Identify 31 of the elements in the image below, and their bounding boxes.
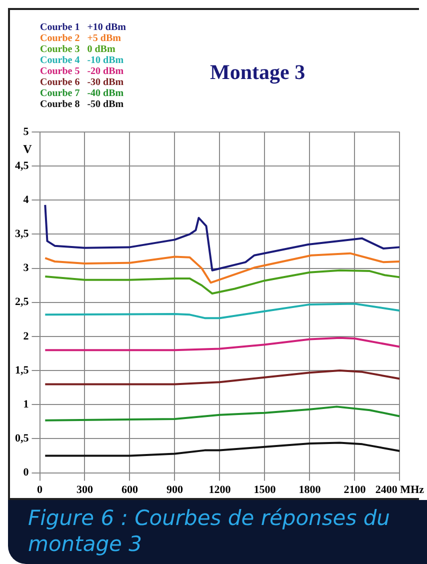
y-tick-label: 3 [23,262,30,274]
x-tick-label: 300 [76,484,94,496]
y-tick-label: 3,5 [15,228,30,240]
text: Courbe 4 -10 dBm [40,55,125,66]
y-tick-label: 2 [23,330,30,342]
text: Courbe 8 -50 dBm [40,99,125,110]
y-tick-label: 2,5 [15,296,30,308]
y-tick-label: 0 [23,466,30,479]
y-tick-label: 1,5 [15,364,30,376]
caption: Figure 6 : Courbes de réponses du montage 3 [8,500,427,564]
y-tick-label: 5 [23,126,30,138]
x-tick-label: 0 [37,484,43,496]
text: Courbe 3 0 dBm [40,44,116,55]
text: Courbe 1 +10 dBm [40,22,126,33]
chart-title: Montage 3 [210,60,306,85]
x-tick-label: 900 [166,484,184,496]
x-tick-label: 1200 [208,484,232,496]
text: Courbe 7 -40 dBm [40,88,125,99]
y-tick-label: 4,5 [15,160,30,172]
x-tick-label: 2100 [344,484,366,496]
y-axis-title: V [23,142,32,156]
y-tick-label: 1 [23,398,29,410]
y-tick-label: 4 [23,194,30,206]
text: Courbe 5 -20 dBm [40,66,125,77]
y-tick-label: 0,5 [15,432,30,445]
x-tick-label: 1800 [298,484,322,496]
x-tick-label: 1500 [254,484,276,496]
text: Courbe 6 -30 dBm [40,77,125,88]
text: Courbe 2 +5 dBm [40,33,122,44]
x-tick-label: 600 [121,484,138,496]
x-tick-label: 2400 MHz [375,484,424,496]
